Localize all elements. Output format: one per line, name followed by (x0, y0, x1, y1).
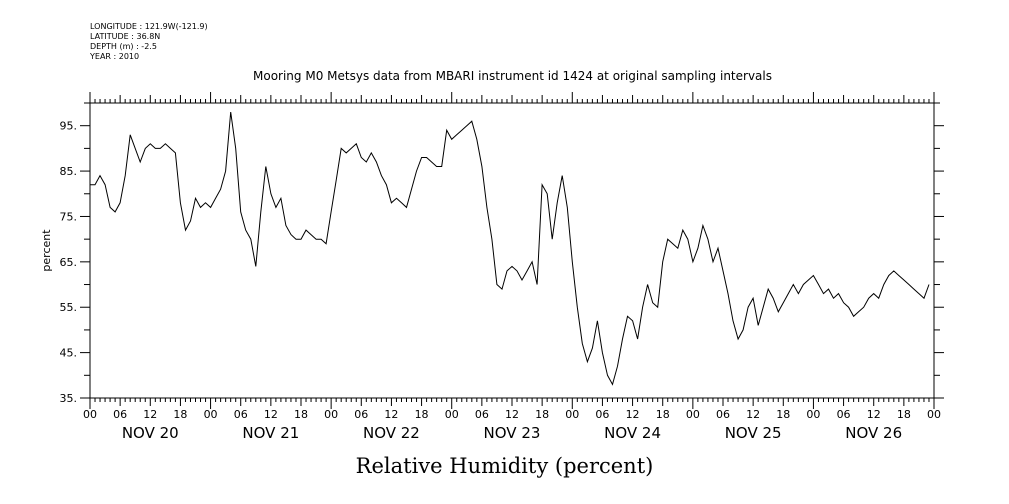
y-tick-label: 35. (60, 392, 78, 405)
x-hour-label: 06 (354, 408, 368, 421)
x-hour-label: 12 (867, 408, 881, 421)
x-hour-label: 00 (445, 408, 459, 421)
x-day-label: NOV 23 (484, 424, 541, 442)
x-hour-label: 00 (686, 408, 700, 421)
x-hour-label: 12 (746, 408, 760, 421)
x-hour-label: 06 (475, 408, 489, 421)
x-hour-label: 18 (415, 408, 429, 421)
x-day-label: NOV 26 (845, 424, 902, 442)
y-tick-label: 75. (60, 210, 78, 223)
x-hour-label: 18 (535, 408, 549, 421)
y-tick-label: 55. (60, 301, 78, 314)
x-hour-label: 12 (505, 408, 519, 421)
y-tick-label: 45. (60, 347, 78, 360)
y-tick-label: 95. (60, 120, 78, 133)
humidity-series-line (90, 112, 930, 386)
x-hour-label: 06 (837, 408, 851, 421)
x-day-label: NOV 22 (363, 424, 420, 442)
x-hour-label: 00 (83, 408, 97, 421)
x-hour-label: 00 (927, 408, 941, 421)
x-hour-label: 12 (264, 408, 278, 421)
x-axis-title: Relative Humidity (percent) (355, 454, 654, 478)
x-hour-label: 06 (113, 408, 127, 421)
x-hour-label: 12 (626, 408, 640, 421)
y-axis-label: percent (40, 229, 53, 272)
x-hour-label: 12 (143, 408, 157, 421)
x-hour-label: 00 (324, 408, 338, 421)
longitude-label: LONGITUDE : 121.9W(-121.9) (90, 22, 208, 31)
x-day-label: NOV 20 (122, 424, 179, 442)
depth-label: DEPTH (m) : -2.5 (90, 42, 157, 51)
x-hour-label: 06 (234, 408, 248, 421)
year-label: YEAR : 2010 (90, 52, 140, 61)
x-hour-label: 18 (897, 408, 911, 421)
y-tick-label: 65. (60, 256, 78, 269)
x-hour-label: 00 (204, 408, 218, 421)
x-hour-label: 12 (384, 408, 398, 421)
x-day-label: NOV 24 (604, 424, 661, 442)
x-hour-label: 18 (173, 408, 187, 421)
latitude-label: LATITUDE : 36.8N (90, 32, 161, 41)
chart-title: Mooring M0 Metsys data from MBARI instru… (253, 69, 772, 83)
x-hour-label: 18 (294, 408, 308, 421)
x-hour-label: 06 (716, 408, 730, 421)
x-day-label: NOV 21 (242, 424, 299, 442)
x-day-label: NOV 25 (725, 424, 782, 442)
plot-frame (89, 102, 935, 399)
x-hour-label: 00 (565, 408, 579, 421)
x-hour-label: 00 (806, 408, 820, 421)
y-tick-label: 85. (60, 165, 78, 178)
metadata-block: LONGITUDE : 121.9W(-121.9) LATITUDE : 36… (90, 22, 208, 62)
x-hour-label: 18 (656, 408, 670, 421)
x-hour-label: 18 (776, 408, 790, 421)
x-hour-label: 06 (595, 408, 609, 421)
